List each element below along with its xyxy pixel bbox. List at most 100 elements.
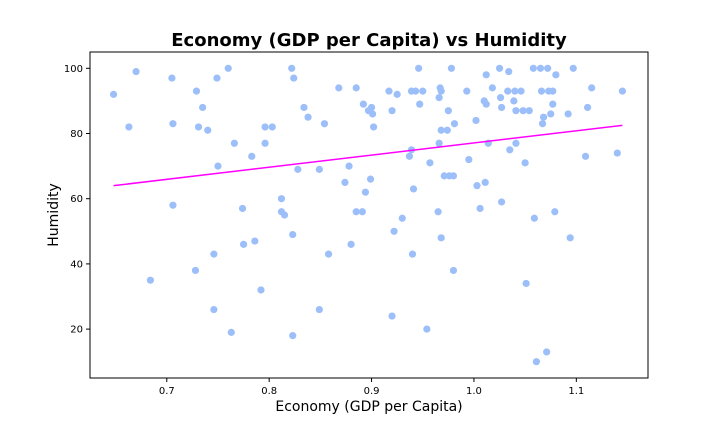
data-point [345,162,353,170]
data-point [532,358,541,366]
data-point [437,234,445,242]
data-point [437,87,445,95]
data-point [549,87,557,95]
data-point [488,84,496,92]
data-point [435,139,443,147]
data-point [268,123,276,131]
data-point [511,87,519,95]
data-point [440,172,448,180]
data-point [566,234,574,242]
data-point [239,240,248,248]
data-point [434,208,442,216]
x-tick-label: 0.7 [159,386,175,397]
data-point [522,279,530,288]
data-point [549,100,557,108]
data-point [564,110,572,118]
data-point [210,250,218,258]
data-point [393,90,401,98]
data-points [109,64,627,366]
data-point [415,64,423,72]
data-point [419,87,427,95]
data-point [304,113,312,121]
data-point [583,103,592,112]
data-point [435,94,443,102]
data-point [109,90,118,98]
x-axis: 0.7 0.8 0.9 1.0 1.1 [159,378,584,397]
data-point [324,250,333,258]
data-point [530,214,538,222]
data-point [238,204,247,213]
data-point [352,208,360,216]
data-point [210,305,218,314]
data-point [388,312,396,320]
data-point [497,103,506,112]
x-tick-label: 1.0 [466,386,482,397]
x-tick-label: 0.9 [364,386,380,397]
data-point [505,67,513,76]
x-axis-label: Economy (GDP per Capita) [275,399,462,415]
data-point [521,159,529,167]
y-tick-label: 80 [70,129,83,140]
data-point [449,266,458,275]
data-point [289,230,297,239]
data-point [385,87,393,95]
data-point [517,87,525,95]
y-axis: 20 40 60 80 100 [64,64,90,336]
data-point [125,123,133,131]
data-point [551,208,559,216]
data-point [449,172,458,180]
data-point [341,178,349,186]
data-point [618,87,627,95]
data-point [288,64,296,72]
data-point [132,67,140,76]
data-point [361,188,370,196]
data-point [581,152,590,160]
data-point [366,175,375,183]
data-point [290,74,298,82]
data-point [547,110,555,118]
data-point [408,250,417,258]
data-point [539,113,548,121]
plot-area-frame [89,51,649,379]
data-point [315,305,323,314]
data-point [588,84,596,92]
data-point [224,64,232,72]
data-point [257,286,265,294]
data-point [204,126,212,134]
data-point [261,123,269,131]
data-point [289,332,297,340]
data-point [146,276,155,284]
data-point [512,107,520,115]
data-point [194,123,203,131]
data-point [352,84,360,92]
y-axis-label: Humidity [46,183,62,246]
data-point [472,116,480,125]
data-point [294,165,302,173]
data-point [199,103,207,112]
data-point [423,325,431,333]
data-point [543,348,551,356]
data-point [320,120,329,128]
data-point [248,152,256,160]
data-point [495,64,504,72]
data-point [613,149,621,157]
data-point [519,107,527,115]
data-point [473,182,481,190]
data-point [569,64,577,72]
data-point [552,71,560,79]
x-tick-label: 0.8 [261,386,277,397]
data-point [191,266,200,275]
data-point [280,211,289,219]
data-point [538,120,547,128]
data-point [496,94,505,102]
data-point [388,107,396,115]
data-point [437,126,445,134]
data-point [476,204,484,213]
data-point [335,84,343,92]
y-tick-label: 60 [70,194,83,205]
data-point [347,240,355,248]
data-point [227,328,235,336]
data-point [444,107,452,115]
data-point [168,74,176,82]
